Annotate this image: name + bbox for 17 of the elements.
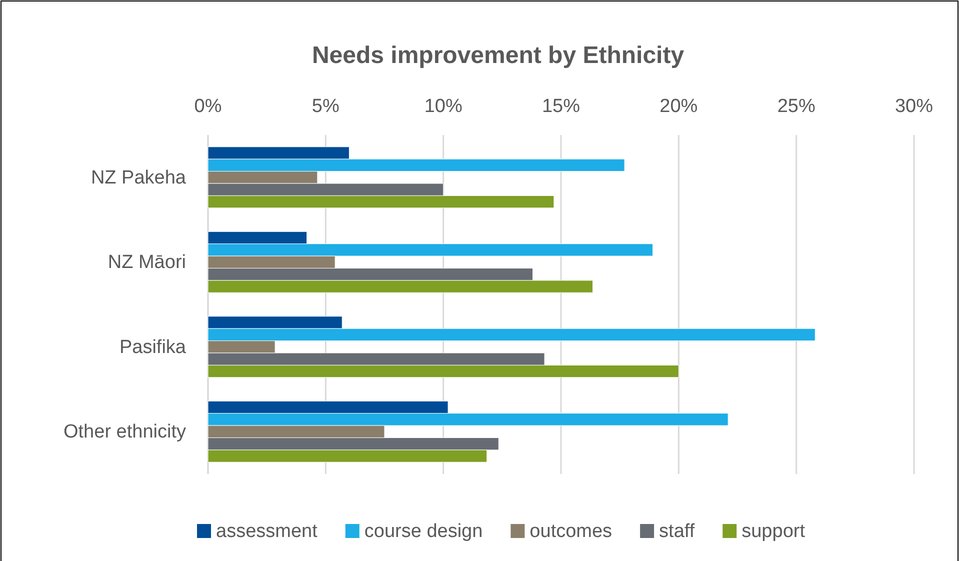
legend-label: assessment xyxy=(216,521,318,542)
y-tick-label: Pasifika xyxy=(119,336,186,358)
x-tick-label: 30% xyxy=(894,96,934,117)
y-tick-label: NZ Māori xyxy=(108,252,186,274)
y-tick-label: NZ Pakeha xyxy=(90,167,186,188)
x-tick-label: 20% xyxy=(660,96,698,117)
x-tick-label: 10% xyxy=(424,96,462,117)
chart-title: Needs improvement by Ethnicity xyxy=(312,42,685,69)
x-tick-label: 0% xyxy=(194,96,222,117)
y-tick-label: Other ethnicity xyxy=(64,422,186,443)
legend-label: staff xyxy=(659,521,696,542)
x-tick-label: 15% xyxy=(542,96,580,117)
legend-label: support xyxy=(742,521,806,542)
x-tick-label: 25% xyxy=(777,96,816,117)
legend-label: outcomes xyxy=(530,521,612,542)
legend-label: course design xyxy=(364,521,483,542)
x-tick-label: 5% xyxy=(312,96,340,117)
